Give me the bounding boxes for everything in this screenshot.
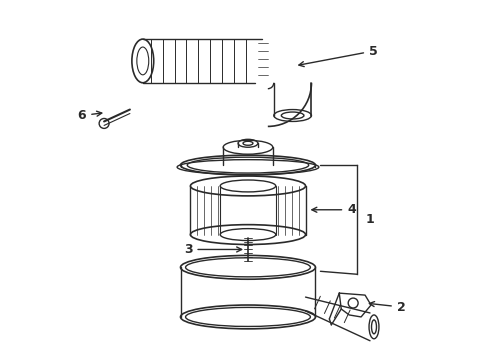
Text: 5: 5 (299, 45, 378, 67)
Text: 6: 6 (77, 109, 102, 122)
Text: 4: 4 (312, 203, 356, 216)
Text: 2: 2 (369, 301, 406, 314)
Text: 3: 3 (184, 243, 242, 256)
Text: 1: 1 (365, 213, 374, 226)
